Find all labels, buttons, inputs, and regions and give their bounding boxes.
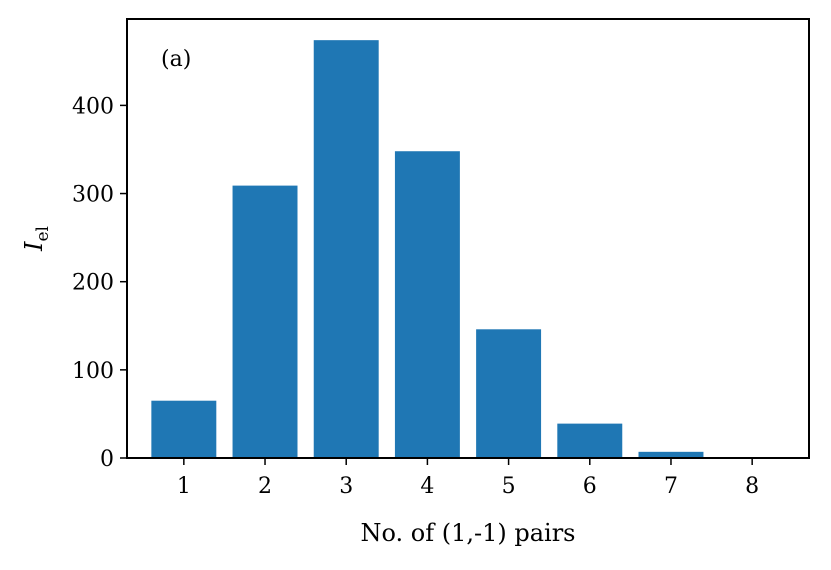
bar-6 — [557, 423, 623, 458]
x-tick-label: 8 — [745, 474, 759, 499]
bar-2 — [232, 185, 298, 458]
bar-4 — [394, 151, 460, 458]
bar-7 — [638, 451, 704, 458]
y-tick-label: 100 — [72, 359, 114, 384]
panel-label: (a) — [161, 47, 191, 72]
x-tick-label: 3 — [339, 474, 353, 499]
bar-5 — [476, 329, 542, 458]
bar-3 — [313, 40, 379, 459]
x-tick-label: 6 — [583, 474, 597, 499]
y-axis-ticks: 0 100 200 300 400 — [72, 94, 127, 472]
y-tick-label: 0 — [100, 447, 114, 472]
y-tick-label: 400 — [72, 94, 114, 119]
x-axis-ticks: 1 2 3 4 5 6 7 8 — [177, 458, 759, 499]
x-tick-label: 2 — [258, 474, 272, 499]
y-tick-label: 300 — [72, 183, 114, 208]
x-tick-label: 1 — [177, 474, 191, 499]
y-axis-label-main: I — [20, 241, 48, 252]
x-tick-label: 5 — [502, 474, 516, 499]
y-tick-label: 200 — [72, 271, 114, 296]
bar-1 — [151, 400, 217, 458]
y-axis-label: Iel — [20, 226, 53, 252]
x-tick-label: 7 — [664, 474, 678, 499]
y-axis-label-subscript: el — [33, 226, 53, 242]
plot-frame — [126, 18, 810, 459]
x-axis-label: No. of (1,-1) pairs — [360, 519, 575, 547]
bars-group — [151, 40, 704, 459]
x-tick-label: 4 — [420, 474, 434, 499]
